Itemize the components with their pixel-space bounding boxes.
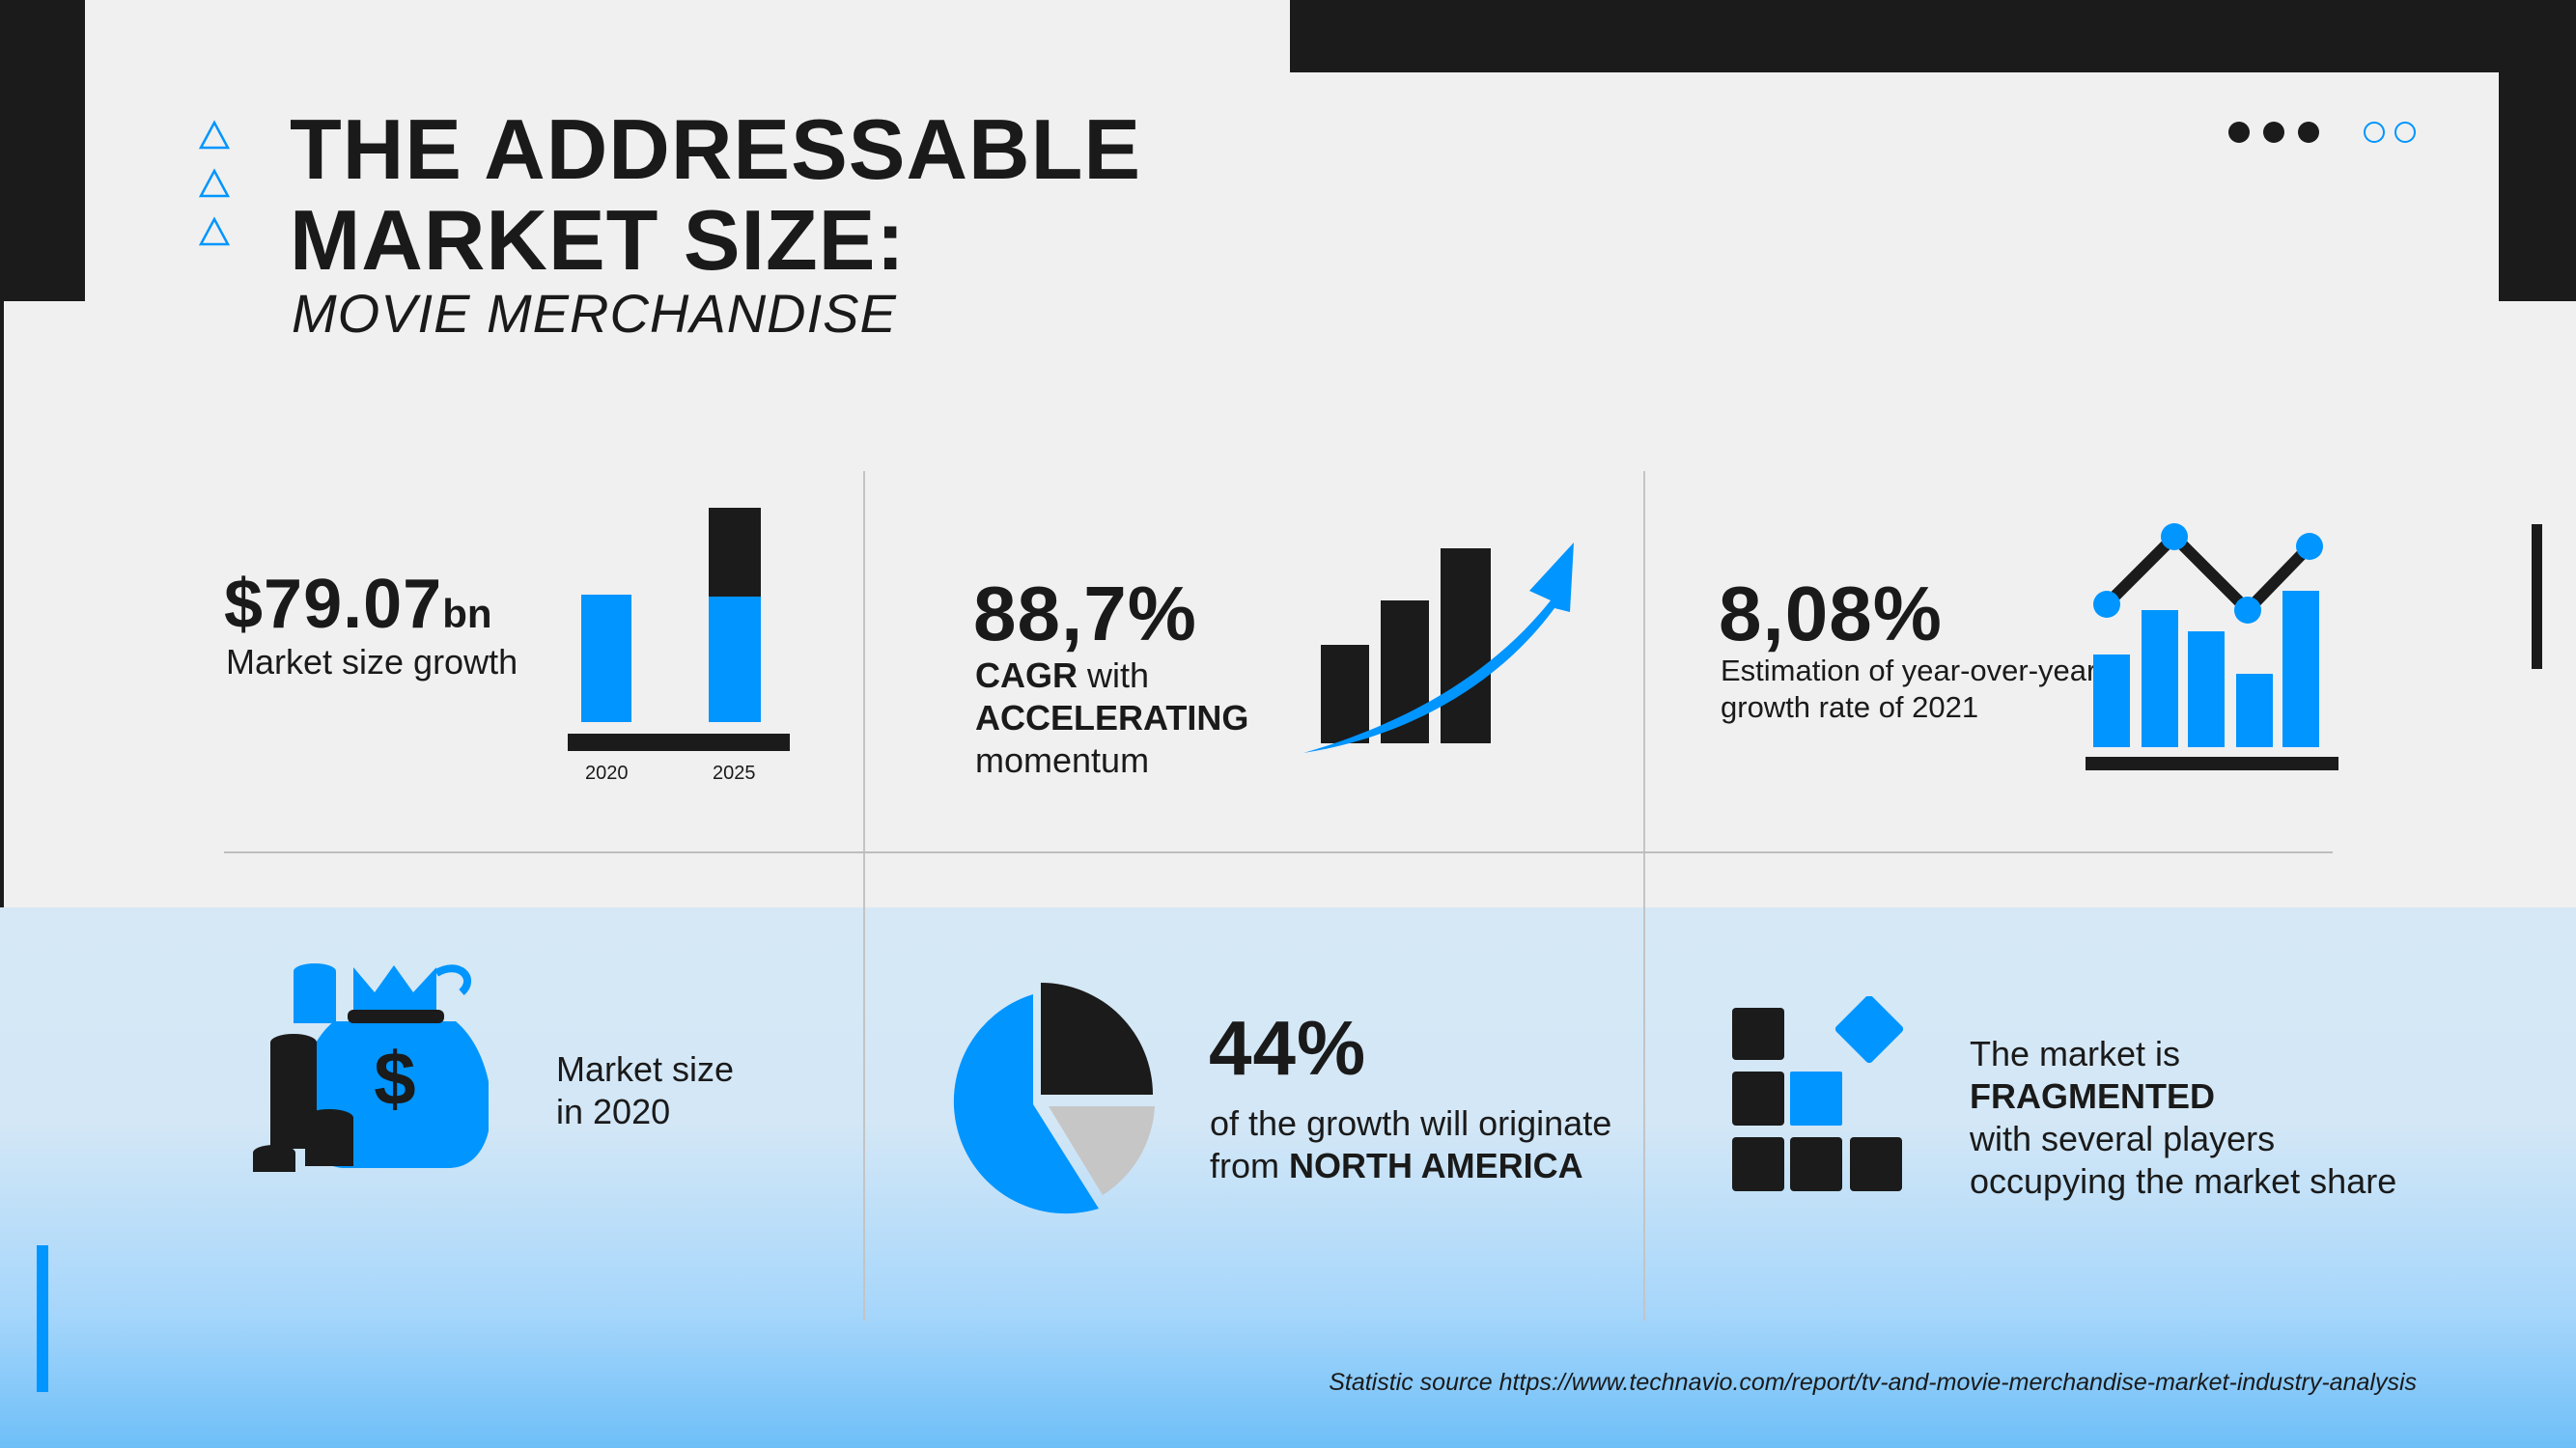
yoy-value: 8,08%	[1719, 571, 1943, 656]
column-divider	[1643, 471, 1645, 1321]
page-subtitle: MOVIE MERCHANDISE	[292, 283, 897, 344]
cagr-value: 88,7%	[973, 571, 1197, 656]
fragmented-label: FRAGMENTED	[1970, 1076, 2215, 1116]
cagr-description: CAGR with ACCELERATING momentum	[975, 655, 1249, 780]
bar-year-2025: 2025	[713, 763, 756, 784]
left-accent-bar	[37, 1245, 48, 1392]
triangle-outline-icon	[198, 216, 231, 246]
money-bag-icon: $	[253, 963, 489, 1172]
bar-year-2020: 2020	[585, 763, 629, 784]
yoy-description: Estimation of year-over-year growth rate…	[1721, 654, 2097, 724]
north-america-description: of the growth will originate from NORTH …	[1210, 1103, 1612, 1185]
blocks-icon	[1732, 996, 1904, 1191]
momentum-label: momentum	[975, 740, 1150, 780]
row-divider	[224, 851, 2333, 853]
accelerating-label: ACCELERATING	[975, 698, 1249, 738]
bar-chart-icon	[568, 502, 799, 792]
market-2020-label: Market size in 2020	[556, 1049, 735, 1131]
triangle-outline-icon	[198, 168, 231, 198]
page-title: THE ADDRESSABLE MARKET SIZE:	[290, 104, 1141, 286]
svg-text:$: $	[374, 1036, 415, 1121]
title-line-1: THE ADDRESSABLE	[290, 101, 1142, 197]
right-accent-bar	[2532, 524, 2542, 669]
cagr-label: CAGR	[975, 655, 1078, 695]
top-panel	[0, 0, 2576, 907]
fragmented-description: The market is FRAGMENTED with several pl…	[1970, 1034, 2397, 1201]
trend-arrow-icon	[1303, 543, 1574, 753]
market-growth-value: $79.07bn	[224, 566, 492, 643]
source-citation: Statistic source https://www.technavio.c…	[1329, 1369, 2417, 1396]
corner-block-left	[0, 0, 85, 301]
title-line-2: MARKET SIZE:	[290, 192, 906, 288]
pie-chart-icon	[953, 983, 1155, 1214]
market-growth-label: Market size growth	[226, 642, 518, 682]
corner-block-top-right	[1290, 0, 2576, 72]
line-bar-chart-icon	[2086, 523, 2338, 770]
left-edge-line	[0, 301, 4, 907]
column-divider	[863, 471, 865, 1321]
corner-block-right	[2499, 0, 2576, 301]
north-america-value: 44%	[1209, 1005, 1367, 1091]
triangle-outline-icon	[198, 120, 231, 150]
